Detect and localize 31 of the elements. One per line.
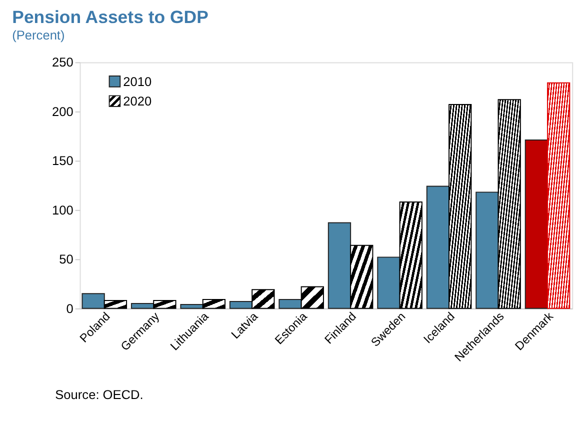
chart-title: Pension Assets to GDP: [12, 6, 209, 27]
y-tick-label: 200: [52, 104, 74, 119]
bar: [350, 244, 374, 309]
bar: [252, 289, 275, 309]
bar: [180, 304, 204, 309]
bar: [476, 192, 499, 309]
y-tick-label: 0: [66, 300, 74, 316]
bar: [426, 186, 450, 309]
source-note: Source: OECD.: [55, 386, 144, 402]
bar: [153, 300, 176, 309]
bar: [229, 301, 253, 309]
bar: [300, 286, 324, 309]
bar: [278, 299, 302, 309]
legend-label: 2020: [123, 94, 152, 109]
bar: [448, 104, 472, 309]
bar: [524, 140, 548, 309]
bar: [328, 222, 352, 309]
bar: [82, 293, 105, 309]
bar: [498, 99, 521, 309]
chart-subtitle: (Percent): [12, 28, 65, 43]
bar: [547, 82, 570, 309]
bar: [399, 202, 422, 309]
y-tick-label: 100: [52, 202, 74, 218]
bar: [130, 302, 154, 309]
bar: [104, 300, 128, 309]
bar: [202, 299, 226, 309]
y-tick-label: 50: [59, 252, 74, 267]
legend-label: 2010: [123, 74, 152, 89]
bar: [377, 256, 400, 309]
y-tick-label: 150: [52, 153, 74, 168]
y-tick-label: 250: [52, 54, 74, 70]
